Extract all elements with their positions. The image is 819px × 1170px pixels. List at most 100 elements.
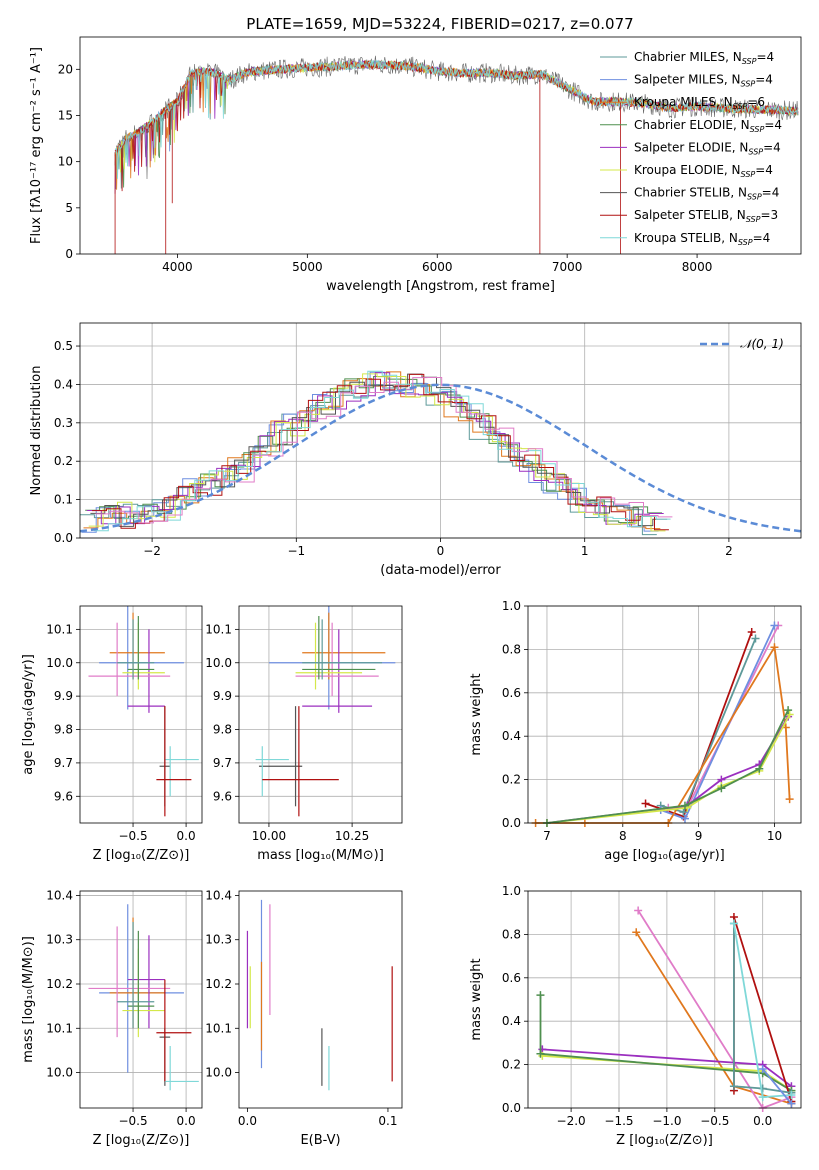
spectrum-panel: 4000 5000 6000 7000 8000 0 5 10 15 20 wavelength [… <box>29 36 802 294</box>
legend-label: 𝒩(0, 1) <box>740 337 784 351</box>
y-tick-label: 0.2 <box>502 773 521 787</box>
weight-marker <box>680 814 689 823</box>
weight-marker <box>747 628 756 637</box>
y-tick-label: 10.3 <box>46 933 73 947</box>
y-tick-label: 10.4 <box>205 888 232 902</box>
y-tick-label: 0.2 <box>54 454 73 468</box>
legend-label: Kroupa STELIB, NSSP=4 <box>634 231 770 247</box>
x-axis-label: wavelength [Angstrom, rest frame] <box>326 279 555 294</box>
x-tick-label: 0.0 <box>177 829 196 843</box>
axes-frame <box>527 890 802 1109</box>
x-tick-label: −2.0 <box>557 1114 586 1128</box>
y-tick-label: 10.4 <box>46 888 73 902</box>
x-axis-label: mass [log₁₀(M/M⊙)] <box>257 848 384 863</box>
x-tick-label: −1.5 <box>604 1114 633 1128</box>
gaussian-curve <box>79 383 802 533</box>
weight-marker <box>729 919 738 928</box>
x-axis-label: Z [log₁₀(Z/Z⊙)] <box>93 1133 190 1148</box>
y-tick-label: 10 <box>58 155 73 169</box>
y-tick-label: 10.2 <box>205 977 232 991</box>
x-tick-label: 9 <box>695 829 703 843</box>
x-axis-label: (data-model)/error <box>380 563 501 578</box>
legend-label: Chabrier ELODIE, NSSP=4 <box>634 118 782 134</box>
y-tick-label: 1.0 <box>502 599 521 613</box>
y-tick-label: 0.3 <box>54 416 73 430</box>
y-tick-label: 0.8 <box>502 927 521 941</box>
x-tick-label: 0.0 <box>177 1114 196 1128</box>
y-tick-label: 15 <box>58 108 73 122</box>
weight-line <box>660 638 757 814</box>
histogram-step <box>83 371 661 530</box>
y-tick-label: 10.1 <box>205 1021 232 1035</box>
y-tick-label: 10.0 <box>46 1066 73 1080</box>
axes-frame <box>79 322 802 539</box>
x-tick-label: 1 <box>581 544 589 558</box>
x-tick-label: 8000 <box>682 260 713 274</box>
x-tick-label: 0.1 <box>378 1114 397 1128</box>
weight-marker <box>758 1084 767 1093</box>
weight-vs-age-panel: 7 8 9 10 0.0 0.2 0.4 0.6 0.8 1.0 age [log₁₀(age/yr… <box>469 599 802 863</box>
legend-label: Salpeter STELIB, NSSP=3 <box>634 208 778 224</box>
y-tick-label: 0 <box>65 247 73 261</box>
weight-marker <box>787 1099 796 1108</box>
y-axis-label: Normed distribution <box>29 366 44 496</box>
legend-label: Kroupa MILES, NSSP=6 <box>634 95 765 111</box>
weight-line <box>733 923 792 1094</box>
age-vs-mass-panel: 10.00 10.25 9.6 9.7 9.8 9.9 10.0 10.1 mass [log₁… <box>205 605 403 863</box>
y-tick-label: 20 <box>58 62 73 76</box>
x-tick-label: 10.00 <box>252 829 286 843</box>
x-tick-label: −0.5 <box>700 1114 729 1128</box>
x-tick-label: 10.25 <box>335 829 369 843</box>
weight-marker <box>680 801 689 810</box>
weight-marker <box>787 1090 796 1099</box>
axes-frame <box>238 890 403 1109</box>
weight-marker <box>755 764 764 773</box>
x-tick-label: 7 <box>543 829 551 843</box>
y-tick-label: 0.8 <box>502 642 521 656</box>
y-axis-label: mass weight <box>469 958 484 1040</box>
x-tick-label: 4000 <box>162 260 193 274</box>
y-tick-label: 9.9 <box>213 689 232 703</box>
mass-vs-ebv-panel: 0.0 0.1 10.0 10.1 10.2 10.3 10.4 E(B-V) <box>205 888 403 1148</box>
y-tick-label: 5 <box>65 201 73 215</box>
histogram-step <box>92 373 669 531</box>
axes-frame <box>79 890 203 1109</box>
y-tick-label: 10.1 <box>46 1021 73 1035</box>
x-tick-label: 10 <box>767 829 782 843</box>
x-axis-label: Z [log₁₀(Z/Z⊙)] <box>93 848 190 863</box>
x-tick-label: 0 <box>437 544 445 558</box>
y-tick-label: 10.3 <box>205 933 232 947</box>
x-tick-label: −2 <box>143 544 161 558</box>
x-axis-label: E(B-V) <box>300 1133 340 1148</box>
y-tick-label: 10.1 <box>46 622 73 636</box>
histogram-step <box>95 377 673 524</box>
weight-marker <box>758 1064 767 1073</box>
x-tick-label: 5000 <box>292 260 323 274</box>
y-tick-label: 9.9 <box>54 689 73 703</box>
histogram-step <box>86 372 664 525</box>
spectrum-model-line <box>114 59 799 179</box>
weight-marker <box>717 784 726 793</box>
y-tick-label: 9.6 <box>213 789 232 803</box>
age-vs-Z-panel: −0.5 0.0 9.6 9.7 9.8 9.9 10.0 10.1 Z [log₁₀(Z/Z⊙… <box>21 605 203 863</box>
y-tick-label: 10.0 <box>205 656 232 670</box>
weight-marker <box>785 795 794 804</box>
y-tick-label: 9.7 <box>54 756 73 770</box>
axes-frame <box>238 605 403 824</box>
axes-frame <box>79 605 203 824</box>
axes-frame <box>79 36 802 255</box>
y-tick-label: 0.1 <box>54 493 73 507</box>
histogram-step <box>88 373 666 532</box>
weight-vs-Z-panel: −2.0 −1.5 −1.0 −0.5 0.0 0.0 0.2 0.4 0.6 0.8 1.0 Z [… <box>469 884 802 1148</box>
x-tick-label: 0.0 <box>238 1114 257 1128</box>
y-tick-label: 10.0 <box>205 1066 232 1080</box>
y-tick-label: 0.5 <box>54 339 73 353</box>
y-tick-label: 0.4 <box>502 1014 521 1028</box>
weight-line <box>539 995 792 1092</box>
weight-marker <box>632 928 641 937</box>
y-axis-label: mass [log₁₀(M/M⊙)] <box>21 936 36 1063</box>
y-axis-label: age [log₁₀(age/yr)] <box>21 654 36 775</box>
weight-marker <box>770 621 779 630</box>
x-tick-label: 8 <box>619 829 627 843</box>
